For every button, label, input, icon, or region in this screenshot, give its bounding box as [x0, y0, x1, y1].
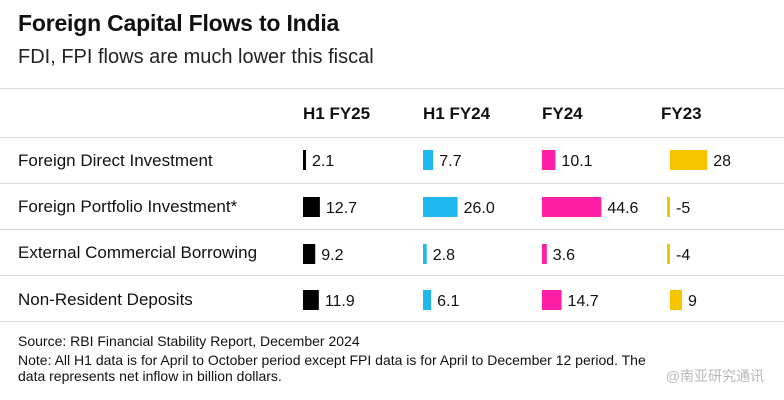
bar	[423, 244, 427, 264]
column-header-h1-fy25: H1 FY25	[303, 104, 371, 123]
bottom-divider	[0, 321, 784, 322]
chart-subtitle: FDI, FPI flows are much lower this fisca…	[18, 46, 374, 68]
bar	[303, 197, 320, 217]
data-label: 9.2	[321, 247, 343, 264]
bar	[542, 150, 556, 170]
bar	[303, 290, 319, 310]
row-divider	[0, 183, 784, 184]
data-label: 2.8	[433, 247, 455, 264]
row-divider	[0, 229, 784, 230]
column-header-fy24: FY24	[542, 104, 583, 123]
bar	[423, 150, 434, 170]
data-label: 28	[713, 153, 731, 170]
bar	[667, 197, 670, 217]
watermark: @南亚研究通讯	[665, 368, 764, 384]
data-label: 9	[688, 293, 697, 310]
column-header-h1-fy24: H1 FY24	[423, 104, 491, 123]
data-label: 11.9	[325, 293, 355, 310]
source-note: Source: RBI Financial Stability Report, …	[18, 333, 360, 349]
chart-title: Foreign Capital Flows to India	[18, 10, 340, 36]
bar	[542, 244, 547, 264]
data-label: -4	[676, 247, 690, 264]
bar	[542, 290, 562, 310]
data-label: 2.1	[312, 153, 334, 170]
data-label: 10.1	[561, 153, 592, 170]
column-header-fy23: FY23	[661, 104, 702, 123]
header-divider	[0, 137, 784, 138]
bar	[542, 197, 602, 217]
data-label: 44.6	[607, 200, 638, 217]
data-label: 3.6	[553, 247, 575, 264]
row-label-fdi: Foreign Direct Investment	[18, 151, 213, 170]
row-label-fpi: Foreign Portfolio Investment*	[18, 197, 238, 216]
data-label: 12.7	[326, 200, 357, 217]
bar	[670, 290, 682, 310]
footnote-line-2: data represents net inflow in billion do…	[18, 368, 282, 384]
bar	[667, 244, 670, 264]
footnote-line-1: Note: All H1 data is for April to Octobe…	[18, 352, 646, 368]
bar	[423, 197, 458, 217]
data-label: -5	[676, 200, 690, 217]
top-divider	[0, 88, 784, 89]
bar	[303, 244, 316, 264]
row-label-nrd: Non-Resident Deposits	[18, 290, 193, 309]
data-label: 14.7	[568, 293, 599, 310]
row-divider	[0, 275, 784, 276]
row-label-ecb: External Commercial Borrowing	[18, 243, 258, 262]
data-label: 6.1	[437, 293, 459, 310]
bar	[670, 150, 708, 170]
bar	[423, 290, 432, 310]
data-label: 26.0	[464, 200, 495, 217]
data-label: 7.7	[439, 153, 461, 170]
bar	[303, 150, 306, 170]
